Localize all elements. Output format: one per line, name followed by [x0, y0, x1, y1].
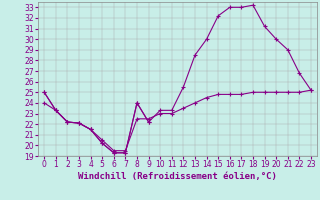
X-axis label: Windchill (Refroidissement éolien,°C): Windchill (Refroidissement éolien,°C)	[78, 172, 277, 181]
